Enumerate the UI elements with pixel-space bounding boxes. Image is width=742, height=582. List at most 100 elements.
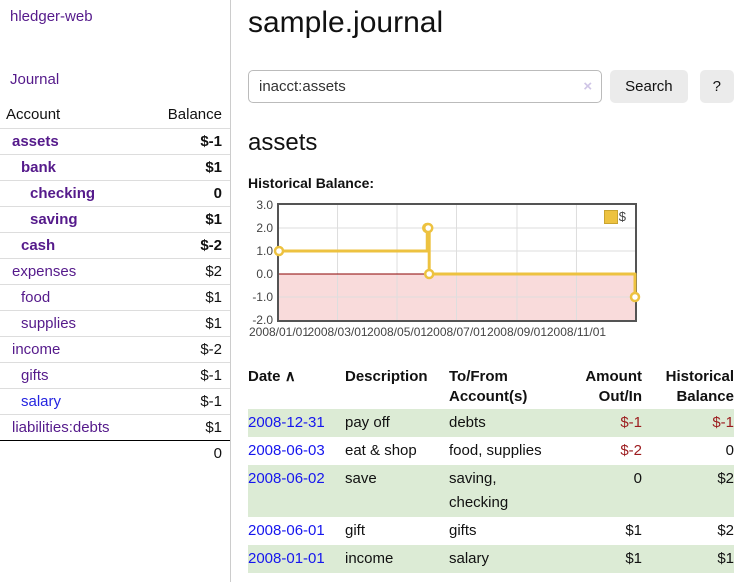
account-balance: $1 bbox=[205, 159, 222, 176]
account-heading: assets bbox=[248, 129, 318, 156]
account-link-liabilities-debts[interactable]: liabilities:debts bbox=[12, 419, 110, 436]
page-title: sample.journal bbox=[248, 6, 444, 39]
accounts-header-row: Account Balance bbox=[0, 102, 230, 129]
accounts-header-account: Account bbox=[6, 106, 61, 123]
x-tick-label: 2008/07/01 bbox=[426, 325, 487, 339]
accounts-body: assets $-1 bank $1 checking 0 saving $1 cash $-2 e… bbox=[0, 128, 230, 441]
transaction-row: 2008-01-01 income salary $1 $1 bbox=[248, 545, 734, 573]
column-description: Description bbox=[345, 368, 428, 385]
transaction-description: save bbox=[345, 470, 377, 487]
transaction-date-link[interactable]: 2008-06-01 bbox=[248, 522, 325, 539]
transaction-row: 2008-06-03 eat & shop food, supplies $-2 0 bbox=[248, 437, 734, 465]
transaction-amount: 0 bbox=[633, 470, 642, 487]
account-link-assets[interactable]: assets bbox=[12, 133, 59, 150]
account-row: supplies $1 bbox=[0, 310, 230, 337]
transaction-description: eat & shop bbox=[345, 442, 417, 459]
transaction-amount: $-2 bbox=[620, 442, 642, 459]
transaction-description: gift bbox=[345, 522, 366, 539]
account-balance: $1 bbox=[205, 289, 222, 306]
chart-canvas bbox=[273, 205, 641, 320]
x-tick-label: 2008/01/01 bbox=[248, 325, 310, 339]
transaction-amount: $-1 bbox=[620, 414, 642, 431]
account-balance: $-2 bbox=[200, 237, 222, 254]
column-date[interactable]: Date ∧ bbox=[248, 368, 296, 385]
chart-plot-area: $ bbox=[273, 203, 641, 322]
transaction-row: 2008-06-01 gift gifts $1 $2 bbox=[248, 517, 734, 545]
account-row: liabilities:debts $1 bbox=[0, 414, 230, 441]
chart-legend: $ bbox=[603, 209, 626, 224]
x-tick-label: 2008/05/01 bbox=[366, 325, 428, 339]
account-balance: $-1 bbox=[200, 393, 222, 410]
account-link-saving[interactable]: saving bbox=[30, 211, 78, 228]
transaction-date-link[interactable]: 2008-06-02 bbox=[248, 470, 325, 487]
account-balance: $-1 bbox=[200, 133, 222, 150]
account-balance: 0 bbox=[213, 185, 222, 202]
account-balance: $-2 bbox=[200, 341, 222, 358]
account-link-bank[interactable]: bank bbox=[21, 159, 57, 176]
transaction-date-link[interactable]: 2008-01-01 bbox=[248, 550, 325, 567]
accounts-total-row: 0 bbox=[0, 440, 230, 467]
account-row: gifts $-1 bbox=[0, 362, 230, 389]
account-link-supplies[interactable]: supplies bbox=[21, 315, 77, 332]
search-input[interactable] bbox=[248, 70, 603, 103]
account-row: income $-2 bbox=[0, 336, 230, 363]
transaction-accounts: saving, checking bbox=[449, 470, 509, 511]
account-row: bank $1 bbox=[0, 154, 230, 181]
y-tick-label: -2.0 bbox=[252, 313, 273, 327]
account-balance: $2 bbox=[205, 263, 222, 280]
account-balance: $1 bbox=[205, 211, 222, 228]
account-link-checking[interactable]: checking bbox=[30, 185, 96, 202]
account-link-income[interactable]: income bbox=[12, 341, 61, 358]
column-accounts: To/From Account(s) bbox=[449, 368, 528, 405]
transaction-balance: 0 bbox=[725, 442, 734, 459]
help-button[interactable]: ? bbox=[699, 70, 734, 103]
account-row: food $1 bbox=[0, 284, 230, 311]
historical-balance-chart: $ 3.0 2.0 1.0 0.0 -1.0 -2.0 2008/01/01 2008/03/… bbox=[248, 199, 668, 343]
y-tick-label: 2.0 bbox=[256, 221, 273, 235]
register-header-row: Date ∧ Description To/From Account(s) Am… bbox=[248, 367, 734, 409]
transaction-balance: $1 bbox=[717, 550, 734, 567]
transaction-row: 2008-12-31 pay off debts $-1 $-1 bbox=[248, 409, 734, 437]
accounts-header-balance: Balance bbox=[167, 106, 222, 123]
transaction-date-link[interactable]: 2008-06-03 bbox=[248, 442, 325, 459]
account-row: cash $-2 bbox=[0, 232, 230, 259]
account-link-expenses[interactable]: expenses bbox=[12, 263, 77, 280]
account-balance: $1 bbox=[205, 315, 222, 332]
x-tick-label: 2008/03/01 bbox=[307, 325, 368, 339]
accounts-total-value: 0 bbox=[213, 445, 222, 462]
y-tick-label: 0.0 bbox=[256, 267, 273, 281]
transaction-accounts: debts bbox=[449, 414, 486, 431]
accounts-table: Account Balance assets $-1 bank $1 checking 0… bbox=[0, 102, 230, 466]
legend-label: $ bbox=[618, 209, 626, 224]
y-tick-label: -1.0 bbox=[252, 290, 273, 304]
transaction-balance: $2 bbox=[717, 522, 734, 539]
account-link-salary[interactable]: salary bbox=[21, 393, 62, 410]
app-title-link[interactable]: hledger-web bbox=[10, 8, 93, 25]
transaction-accounts: salary bbox=[449, 550, 490, 567]
account-link-cash[interactable]: cash bbox=[21, 237, 56, 254]
account-row: checking 0 bbox=[0, 180, 230, 207]
account-link-gifts[interactable]: gifts bbox=[21, 367, 49, 384]
y-tick-label: 3.0 bbox=[256, 198, 273, 212]
clear-icon[interactable]: × bbox=[583, 78, 593, 95]
transaction-row: 2008-06-02 save saving, checking 0 $2 bbox=[248, 465, 734, 517]
account-row: expenses $2 bbox=[0, 258, 230, 285]
y-tick-label: 1.0 bbox=[256, 244, 273, 258]
register-body: 2008-12-31 pay off debts $-1 $-1 2008-06-03 ea… bbox=[248, 409, 734, 573]
transaction-date-link[interactable]: 2008-12-31 bbox=[248, 414, 325, 431]
transaction-balance: $-1 bbox=[712, 414, 734, 431]
column-balance: Historical Balance bbox=[665, 368, 734, 405]
account-link-food[interactable]: food bbox=[21, 289, 51, 306]
search-button[interactable]: Search bbox=[610, 70, 688, 103]
sidebar-item-journal[interactable]: Journal bbox=[10, 71, 60, 88]
transaction-amount: $1 bbox=[625, 550, 642, 567]
x-tick-label: 2008/09/01 bbox=[486, 325, 547, 339]
search-bar: × Search ? bbox=[248, 70, 734, 103]
account-row: assets $-1 bbox=[0, 128, 230, 155]
chart-title: Historical Balance: bbox=[248, 175, 375, 191]
legend-swatch-icon bbox=[603, 209, 618, 224]
column-amount: Amount Out/In bbox=[585, 368, 642, 405]
transaction-accounts: food, supplies bbox=[449, 442, 542, 459]
transaction-amount: $1 bbox=[625, 522, 642, 539]
sidebar: hledger-web Journal Account Balance asse… bbox=[0, 0, 231, 582]
